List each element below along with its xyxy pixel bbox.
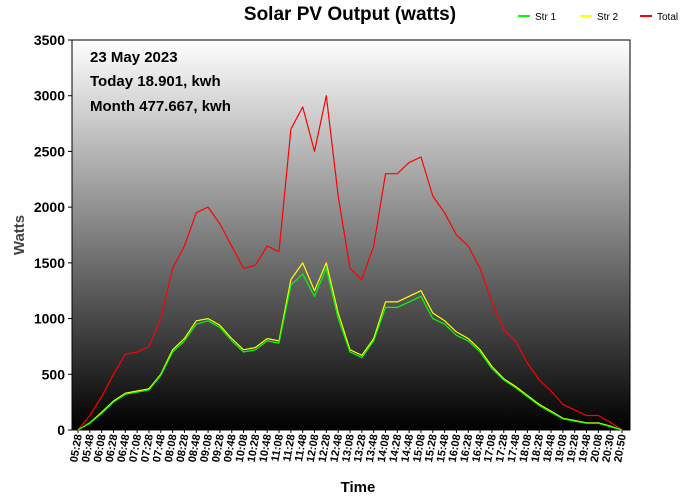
x-tick-label: 20:08 xyxy=(589,433,606,463)
x-tick-label: 17:08 xyxy=(482,433,499,463)
y-tick-label: 1000 xyxy=(34,311,65,327)
y-tick-label: 500 xyxy=(42,366,66,382)
x-tick-label: 10:08 xyxy=(234,433,251,463)
x-tick-label: 05:48 xyxy=(80,433,97,463)
x-tick-label: 06:08 xyxy=(92,433,109,463)
x-tick-label: 06:28 xyxy=(104,433,121,463)
legend-label: Total xyxy=(657,12,678,23)
series-line-str-1 xyxy=(77,267,623,431)
x-tick-label: 07:28 xyxy=(139,433,156,463)
x-tick-label: 11:08 xyxy=(269,433,286,462)
series-lines xyxy=(77,95,623,431)
x-tick-label: 20:30 xyxy=(600,433,617,463)
x-axis-label: Time xyxy=(341,479,376,496)
x-tick-label: 09:08 xyxy=(198,433,215,463)
y-tick-label: 1500 xyxy=(34,255,65,271)
x-tick-label: 07:48 xyxy=(151,433,168,463)
legend-label: Str 2 xyxy=(597,12,619,23)
x-tick-label: 20:50 xyxy=(612,433,629,463)
x-tick-label: 16:28 xyxy=(459,433,476,463)
chart-title: Solar PV Output (watts) xyxy=(244,4,456,25)
x-tick-label: 06:48 xyxy=(116,433,133,463)
x-tick-label: 17:48 xyxy=(506,433,523,463)
x-tick-label: 19:48 xyxy=(577,433,594,463)
x-tick-label: 09:28 xyxy=(210,433,227,463)
x-tick-label: 19:28 xyxy=(565,433,582,463)
series-line-str-2 xyxy=(77,262,623,431)
x-tick-label: 12:08 xyxy=(305,433,322,463)
x-tick-label: 07:08 xyxy=(127,433,144,463)
x-tick-label: 19:08 xyxy=(553,433,570,463)
annotation-month: Month 477.667, kwh xyxy=(90,98,231,115)
y-tick-label: 3500 xyxy=(34,32,65,48)
x-tick-label: 15:48 xyxy=(435,433,452,463)
x-tick-label: 15:28 xyxy=(423,433,440,463)
x-tick-label: 11:28 xyxy=(281,433,298,462)
y-tick-label: 2000 xyxy=(34,199,65,215)
series-line-total xyxy=(77,95,623,431)
x-tick-label: 14:48 xyxy=(399,433,416,463)
x-tick-label: 08:48 xyxy=(187,433,204,463)
x-tick-label: 09:48 xyxy=(222,433,239,463)
x-tick-label: 17:28 xyxy=(494,433,511,463)
y-tick-label: 0 xyxy=(57,422,65,438)
y-tick-label: 2500 xyxy=(34,143,65,159)
x-axis: 05:2805:4806:0806:2806:4807:0807:2807:48… xyxy=(68,430,629,463)
annotation-today: Today 18.901, kwh xyxy=(90,73,221,90)
x-tick-label: 18:48 xyxy=(541,433,558,463)
x-tick-label: 15:08 xyxy=(411,433,428,463)
x-tick-label: 10:48 xyxy=(257,433,274,463)
x-tick-label: 13:08 xyxy=(340,433,357,463)
x-tick-label: 05:28 xyxy=(68,433,85,463)
annotation-date: 23 May 2023 xyxy=(90,49,178,66)
x-tick-label: 18:08 xyxy=(518,433,535,463)
x-tick-label: 13:48 xyxy=(364,433,381,463)
x-tick-label: 11:48 xyxy=(293,433,310,462)
x-tick-label: 14:08 xyxy=(376,433,393,463)
x-tick-label: 08:08 xyxy=(163,433,180,463)
legend-label: Str 1 xyxy=(535,12,557,23)
y-tick-label: 3000 xyxy=(34,88,65,104)
legend: Str 1 Str 2 Total xyxy=(518,12,678,23)
x-tick-label: 12:28 xyxy=(317,433,334,463)
x-tick-label: 18:28 xyxy=(529,433,546,463)
x-tick-label: 13:28 xyxy=(352,433,369,463)
x-tick-label: 14:28 xyxy=(388,433,405,463)
x-tick-label: 16:48 xyxy=(470,433,487,463)
y-axis: 0 500 1000 1500 2000 2500 3000 3500 xyxy=(34,32,72,438)
x-tick-label: 16:08 xyxy=(447,433,464,463)
y-axis-label: Watts xyxy=(11,215,28,255)
x-tick-label: 08:28 xyxy=(175,433,192,463)
x-tick-label: 12:48 xyxy=(328,433,345,463)
x-tick-label: 10:28 xyxy=(246,433,263,463)
